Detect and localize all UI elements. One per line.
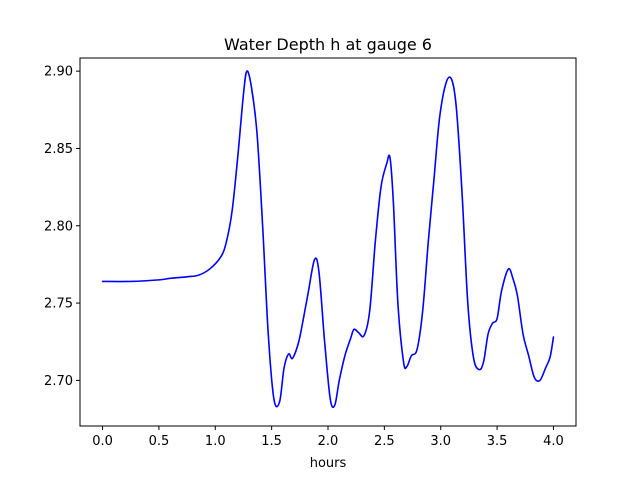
x-tick-label: 0.5 xyxy=(149,434,170,449)
chart-title: Water Depth h at gauge 6 xyxy=(224,35,432,54)
x-tick-label: 1.5 xyxy=(261,434,282,449)
y-tick-label: 2.90 xyxy=(44,65,73,80)
x-tick-label: 4.0 xyxy=(543,434,564,449)
y-axis-ticks: 2.70 2.75 2.80 2.85 2.90 xyxy=(44,65,80,389)
x-tick-label: 3.5 xyxy=(487,434,508,449)
x-tick-label: 0.0 xyxy=(92,434,113,449)
x-tick-label: 3.0 xyxy=(430,434,451,449)
x-axis-label: hours xyxy=(310,456,347,471)
y-tick-label: 2.85 xyxy=(44,142,73,157)
y-tick-label: 2.80 xyxy=(44,219,73,234)
y-tick-label: 2.75 xyxy=(44,297,73,312)
x-tick-label: 2.5 xyxy=(374,434,395,449)
x-tick-label: 2.0 xyxy=(318,434,339,449)
plot-area xyxy=(101,70,555,409)
y-tick-label: 2.70 xyxy=(44,374,73,389)
series-line xyxy=(101,70,555,409)
x-tick-label: 1.0 xyxy=(205,434,226,449)
x-axis-ticks: 0.0 0.5 1.0 1.5 2.0 2.5 3.0 3.5 4.0 xyxy=(92,426,564,449)
axes-frame xyxy=(79,57,577,427)
